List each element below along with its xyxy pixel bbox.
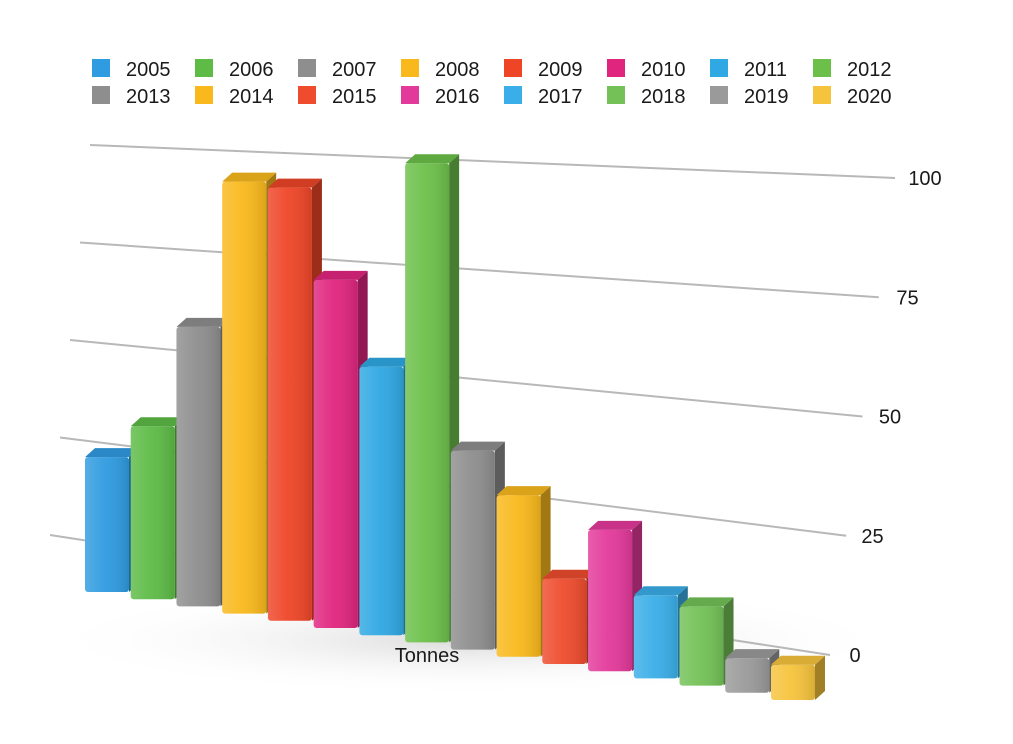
bar-2005 <box>85 448 139 592</box>
bar-top <box>85 448 139 458</box>
bar-front-shading <box>450 450 495 650</box>
bar-front-shading <box>405 163 450 643</box>
legend-item-2020: 2020 <box>813 86 892 108</box>
bar-2019 <box>725 649 780 693</box>
bar-top <box>222 172 277 182</box>
bar-side <box>815 655 825 700</box>
legend-item-2012: 2012 <box>813 59 892 81</box>
bar-front-shading <box>222 181 267 614</box>
legend-item-2008: 2008 <box>401 59 480 81</box>
legend-label: 2005 <box>126 59 171 81</box>
legend-swatch <box>504 86 522 104</box>
y-tick-label: 25 <box>861 526 883 548</box>
bar-top <box>405 154 460 164</box>
legend-label: 2018 <box>641 86 686 108</box>
bar-top <box>176 317 231 327</box>
legend-swatch <box>710 59 728 77</box>
legend-label: 2008 <box>435 59 480 81</box>
legend-swatch <box>813 59 831 77</box>
legend-swatch <box>195 59 213 77</box>
bar-front-shading <box>359 366 404 636</box>
legend-item-2019: 2019 <box>710 86 789 108</box>
legend-item-2009: 2009 <box>504 59 583 81</box>
legend-swatch <box>607 59 625 77</box>
legend-item-2011: 2011 <box>710 59 787 81</box>
y-tick-label: 0 <box>849 645 860 667</box>
bar-top <box>633 586 688 596</box>
bar-top <box>130 417 185 427</box>
legend-label: 2012 <box>847 59 892 81</box>
gridline <box>89 144 896 179</box>
legend-swatch <box>195 86 213 104</box>
legend-item-2007: 2007 <box>298 59 377 81</box>
bar-top <box>496 486 551 496</box>
bar-top <box>542 569 597 579</box>
bar-front-shading <box>725 658 770 693</box>
legend-swatch <box>401 86 419 104</box>
legend-item-2010: 2010 <box>607 59 686 81</box>
bar-top <box>359 357 414 367</box>
legend-swatch <box>607 86 625 104</box>
bar-2020 <box>771 655 825 700</box>
legend-label: 2015 <box>332 86 377 108</box>
legend-swatch <box>92 86 110 104</box>
bar-top <box>588 520 643 530</box>
bars <box>85 154 825 700</box>
bar-2016 <box>588 520 643 672</box>
legend-item-2013: 2013 <box>92 86 171 108</box>
legend-label: 2020 <box>847 86 892 108</box>
gridline <box>79 241 879 299</box>
bar-front-shading <box>267 187 312 621</box>
legend-label: 2014 <box>229 86 274 108</box>
legend-label: 2011 <box>744 59 787 81</box>
bar-front-shading <box>176 326 221 607</box>
legend-label: 2016 <box>435 86 480 108</box>
legend-item-2014: 2014 <box>195 86 274 108</box>
bar-top <box>267 178 322 188</box>
x-axis-label: Tonnes <box>395 645 460 667</box>
y-tick-label: 75 <box>896 287 918 309</box>
legend-item-2017: 2017 <box>504 86 583 108</box>
legend-swatch <box>813 86 831 104</box>
legend-swatch <box>710 86 728 104</box>
y-tick-label: 100 <box>908 168 941 190</box>
bar-2008 <box>222 172 277 614</box>
bar-top <box>679 597 734 607</box>
bar-front-shading <box>679 606 724 686</box>
bar-top <box>771 655 825 665</box>
legend-label: 2019 <box>744 86 789 108</box>
legend-item-2006: 2006 <box>195 59 274 81</box>
y-tick-labels: 0 25 50 75 100 <box>849 168 941 667</box>
bar-front-shading <box>633 595 678 679</box>
legend-label: 2009 <box>538 59 583 81</box>
legend-swatch <box>504 59 522 77</box>
bar-front-shading <box>496 495 541 657</box>
legend-swatch <box>401 59 419 77</box>
legend-label: 2007 <box>332 59 377 81</box>
bar-front-shading <box>130 426 175 600</box>
bar-top <box>313 270 368 280</box>
bar-2012 <box>405 154 460 643</box>
y-tick-label: 50 <box>879 407 901 429</box>
legend-label: 2006 <box>229 59 274 81</box>
legend-swatch <box>298 59 316 77</box>
legend-item-2015: 2015 <box>298 86 377 108</box>
bar-front-shading <box>85 457 129 592</box>
legend-item-2016: 2016 <box>401 86 480 108</box>
legend-swatch <box>298 86 316 104</box>
legend-item-2018: 2018 <box>607 86 686 108</box>
legend-label: 2013 <box>126 86 171 108</box>
legend-item-2005: 2005 <box>92 59 171 81</box>
bar-top <box>450 441 505 451</box>
bar-front-shading <box>771 664 815 700</box>
legend: 2005 2006 2007 2008 2009 2010 2011 2012 2013 2014… <box>92 59 892 108</box>
bar-top <box>725 649 780 659</box>
legend-label: 2017 <box>538 86 583 108</box>
legend-swatch <box>92 59 110 77</box>
bar-front-shading <box>542 578 587 664</box>
bar-front-shading <box>313 279 358 628</box>
bar-front-shading <box>588 529 633 672</box>
legend-label: 2010 <box>641 59 686 81</box>
